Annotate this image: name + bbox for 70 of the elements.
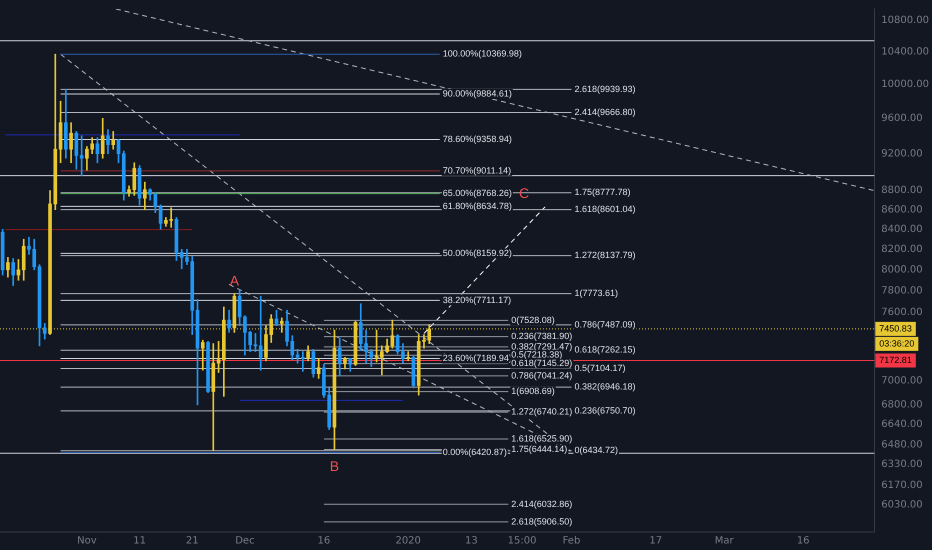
annotation: 0.618(7262.15) [574, 344, 636, 355]
x-tick-label: 15:00 [508, 536, 536, 547]
annotation: 0.00%(6420.87) [442, 446, 507, 457]
y-tick-label: 6800.00 [881, 399, 923, 410]
annotation: 2.618(5906.50) [511, 516, 572, 526]
y-tick-label: 10000.00 [881, 79, 930, 90]
y-tick-label: 9600.00 [881, 112, 923, 124]
y-tick-label: 8400.00 [881, 224, 923, 235]
y-tick-label: 8600.00 [881, 204, 923, 216]
annotation: B [330, 458, 340, 474]
annotation: 0.5(7218.38) [511, 350, 562, 360]
y-tick-label: 6480.00 [881, 439, 923, 450]
annotation: 1.272(6740.21) [511, 406, 572, 417]
annotation: 1(6908.69) [511, 386, 555, 396]
annotation: 0.618(7145.29) [511, 358, 572, 368]
y-tick-label: 7000.00 [881, 375, 923, 386]
annotation: 0.236(6750.70) [574, 405, 636, 416]
text: 03:36:20 [879, 338, 914, 348]
y-tick-label: 10400.00 [881, 46, 930, 58]
annotation: 0.786(7041.24) [511, 370, 572, 380]
annotation: 0.382(6946.18) [574, 382, 636, 392]
annotation: 1.272(8137.79) [574, 250, 636, 260]
y-tick-label: 7600.00 [881, 307, 923, 318]
annotation: 90.00%(9884.61) [442, 88, 512, 99]
y-tick-label: 6170.00 [881, 480, 923, 492]
annotation: 70.70%(9011.14) [442, 165, 512, 176]
x-tick-label: 13 [465, 536, 478, 547]
annotation: 1(7773.61) [574, 288, 618, 298]
annotation: 2.618(9939.93) [574, 84, 636, 94]
annotation: 0.236(7381.90) [511, 331, 572, 342]
annotation: 78.60%(9358.94) [442, 134, 512, 144]
ref-line-label: 7450.83 [879, 323, 912, 334]
annotation: 1.75(6444.14) [511, 444, 568, 454]
annotation: 1.618(6525.90) [511, 434, 572, 444]
x-tick-label: Feb [562, 536, 580, 547]
annotation: 0(6434.72) [574, 445, 618, 456]
x-tick-label: Mar [714, 536, 734, 547]
x-tick-label: 16 [318, 536, 330, 547]
x-tick-label: 17 [649, 536, 662, 547]
y-tick-label: 6030.00 [881, 499, 923, 510]
annotation: 2.414(9666.80) [574, 107, 636, 118]
annotation: 0(7528.08) [511, 314, 555, 325]
y-tick-label: 9200.00 [881, 148, 923, 160]
annotation: 0.5(7104.17) [574, 362, 626, 373]
annotation: 0.786(7487.09) [574, 319, 636, 330]
annotation: 1.75(8777.78) [574, 187, 630, 198]
annotation: 38.20%(7711.17) [442, 294, 512, 305]
y-tick-label: 10800.00 [881, 15, 930, 26]
y-tick-label: 8000.00 [881, 264, 923, 276]
annotation: 50.00%(8159.92) [442, 248, 512, 258]
annotation: 65.00%(8768.26) [442, 188, 512, 198]
ref-line-label: 7172.81 [879, 354, 912, 365]
annotation: 100.00%(10369.98) [442, 48, 522, 59]
y-tick-label: 6330.00 [881, 458, 923, 470]
annotation: 23.60%(7189.94) [442, 352, 512, 363]
y-tick-label: 7800.00 [881, 285, 923, 296]
annotation: 61.80%(8634.78) [442, 200, 512, 211]
annotation: 1.618(8601.04) [574, 204, 636, 214]
annotation: 2.414(6032.86) [511, 498, 572, 509]
y-tick-label: 6640.00 [881, 419, 923, 430]
x-tick-label: 2020 [395, 536, 421, 547]
y-tick-label: 8200.00 [881, 244, 923, 255]
x-tick-label: 21 [186, 536, 199, 547]
x-tick-label: Dec [235, 536, 255, 547]
x-tick-label: 11 [133, 536, 146, 547]
x-tick-label: 16 [796, 536, 810, 547]
annotation: 0.382(7291.47) [511, 341, 572, 352]
annotation: A [230, 272, 240, 288]
y-tick-label: 8800.00 [881, 185, 923, 196]
x-tick-label: Nov [77, 536, 97, 547]
